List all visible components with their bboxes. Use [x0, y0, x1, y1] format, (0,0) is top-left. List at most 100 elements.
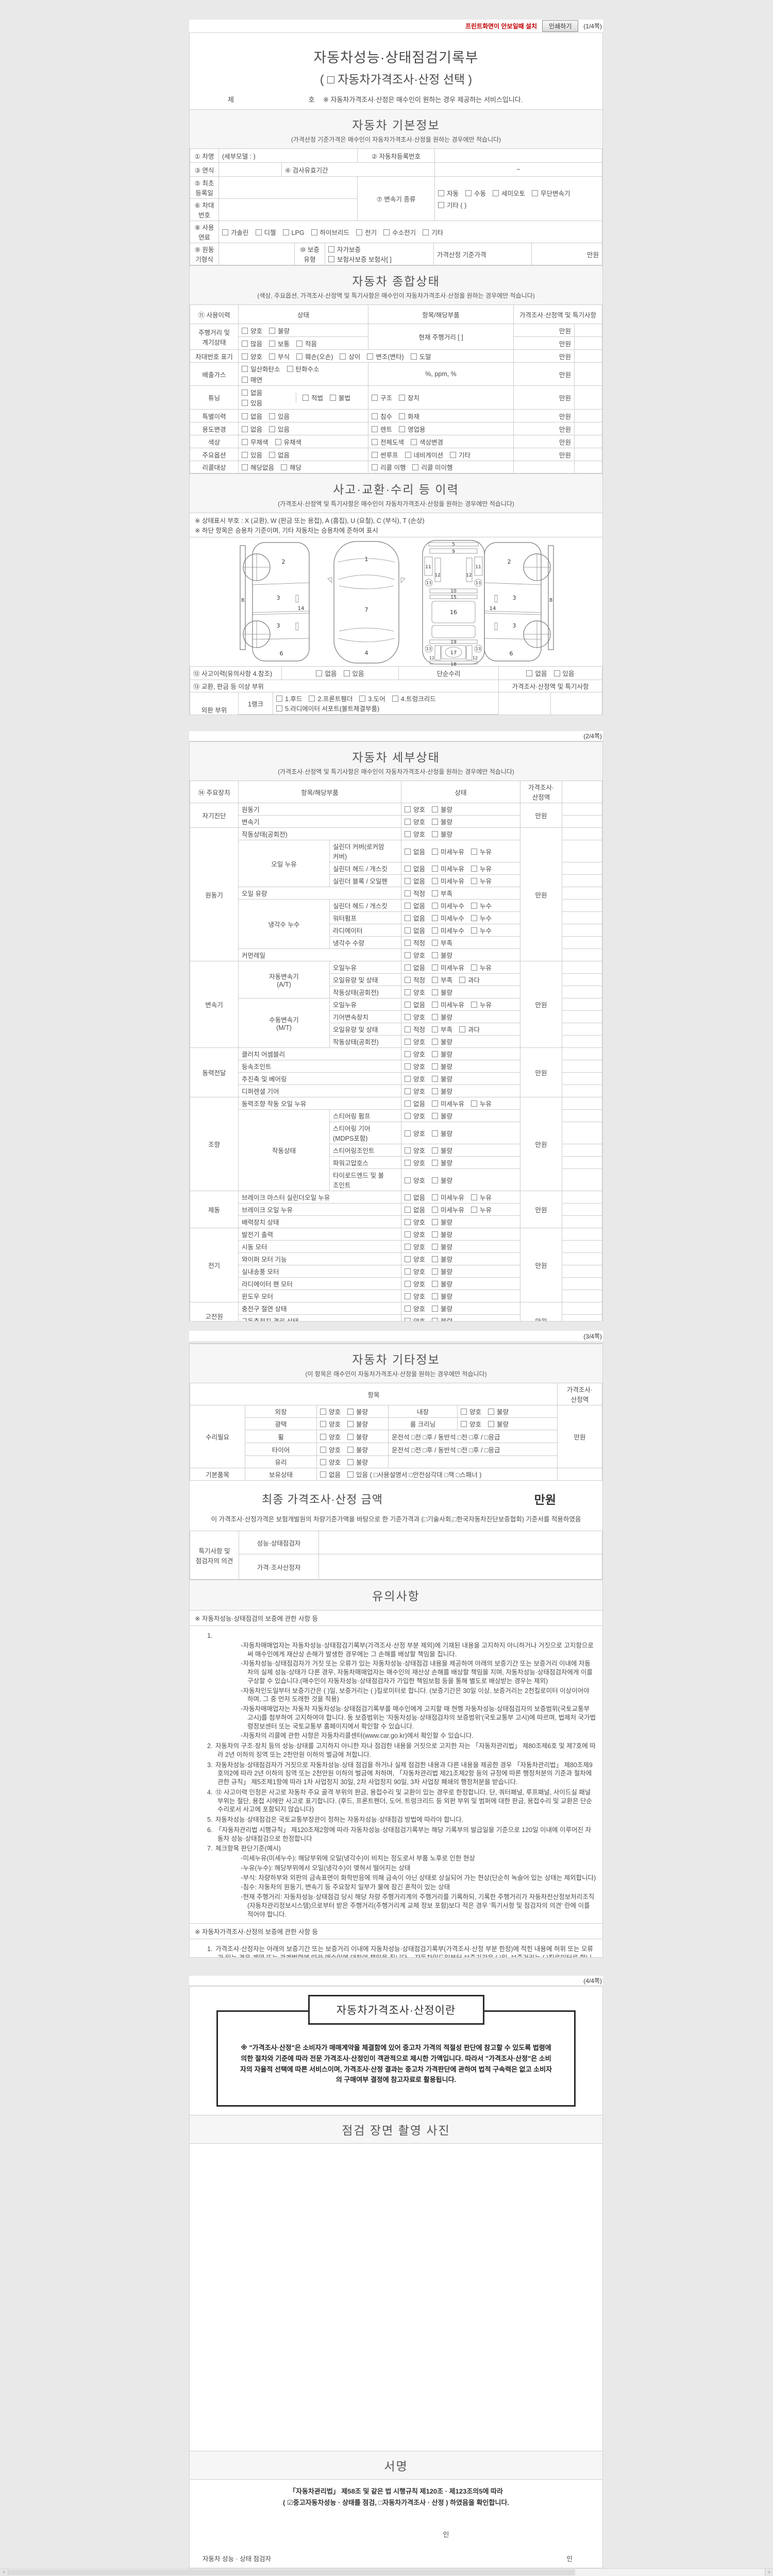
- checkbox-icon[interactable]: [432, 952, 439, 958]
- checkbox-icon[interactable]: [405, 1051, 411, 1057]
- checkbox-icon[interactable]: [309, 696, 315, 702]
- checkbox-option[interactable]: 양호: [242, 351, 262, 361]
- checkbox-icon[interactable]: [405, 890, 411, 896]
- checkbox-option[interactable]: 불량: [432, 1158, 452, 1167]
- checkbox-option[interactable]: 양호: [405, 987, 425, 997]
- checkbox-icon[interactable]: [432, 989, 439, 995]
- checkbox-option[interactable]: 없음: [242, 411, 262, 421]
- checkbox-icon[interactable]: [423, 229, 429, 235]
- checkbox-icon[interactable]: [432, 1113, 439, 1119]
- checkbox-icon[interactable]: [405, 1130, 411, 1137]
- checkbox-icon[interactable]: [269, 353, 276, 360]
- checkbox-option[interactable]: 있음: [242, 450, 262, 460]
- checkbox-option[interactable]: 양호: [405, 829, 425, 839]
- checkbox-option[interactable]: 있음: [343, 668, 364, 678]
- checkbox-option[interactable]: 자동: [438, 188, 459, 198]
- checkbox-option[interactable]: 누수: [471, 913, 492, 923]
- checkbox-icon[interactable]: [242, 366, 248, 372]
- checkbox-option[interactable]: 3.도어: [359, 693, 385, 703]
- checkbox-option[interactable]: 양호: [405, 1111, 425, 1121]
- checkbox-icon[interactable]: [410, 353, 417, 360]
- checkbox-option[interactable]: 네비게이션: [405, 450, 443, 460]
- checkbox-option[interactable]: 불량: [432, 1128, 452, 1138]
- checkbox-option[interactable]: 없음: [405, 1192, 425, 1202]
- checkbox-option[interactable]: 누유: [471, 1192, 492, 1202]
- checkbox-icon[interactable]: [432, 819, 439, 825]
- checkbox-icon[interactable]: [320, 1409, 326, 1415]
- checkbox-option[interactable]: 적법: [303, 393, 323, 402]
- checkbox-icon[interactable]: [372, 426, 378, 432]
- checkbox-icon[interactable]: [347, 1433, 354, 1440]
- checkbox-icon[interactable]: [432, 866, 439, 872]
- checkbox-icon[interactable]: [432, 1051, 439, 1057]
- checkbox-option[interactable]: 불량: [432, 1111, 452, 1121]
- checkbox-option[interactable]: 무단변속기: [532, 188, 570, 198]
- checkbox-icon[interactable]: [372, 464, 378, 470]
- checkbox-icon[interactable]: [432, 1063, 439, 1070]
- checkbox-icon[interactable]: [328, 256, 334, 262]
- checkbox-icon[interactable]: [432, 1207, 439, 1213]
- checkbox-option[interactable]: 도말: [410, 351, 431, 361]
- checkbox-option[interactable]: 불법: [330, 393, 350, 402]
- checkbox-icon[interactable]: [432, 1306, 439, 1312]
- checkbox-icon[interactable]: [242, 438, 248, 445]
- checkbox-option[interactable]: 불량: [432, 1175, 452, 1185]
- print-button[interactable]: 인쇄하기: [542, 20, 579, 32]
- checkbox-option[interactable]: 양호: [405, 1266, 425, 1276]
- checkbox-icon[interactable]: [405, 1219, 411, 1225]
- checkbox-icon[interactable]: [432, 1076, 439, 1082]
- checkbox-icon[interactable]: [432, 1318, 439, 1321]
- checkbox-icon[interactable]: [269, 413, 276, 419]
- checkbox-option[interactable]: 부족: [432, 975, 452, 985]
- checkbox-option[interactable]: 미세누유: [432, 962, 464, 972]
- checkbox-option[interactable]: 양호: [405, 1128, 425, 1138]
- checkbox-icon[interactable]: [405, 451, 411, 458]
- checkbox-option[interactable]: 장치: [399, 393, 419, 402]
- checkbox-icon[interactable]: [471, 915, 478, 921]
- checkbox-icon[interactable]: [405, 1100, 411, 1107]
- checkbox-option[interactable]: 미세누수: [432, 913, 464, 923]
- checkbox-icon[interactable]: [372, 395, 378, 401]
- checkbox-icon[interactable]: [405, 1256, 411, 1262]
- checkbox-icon[interactable]: [459, 1026, 466, 1032]
- checkbox-icon[interactable]: [320, 1421, 326, 1427]
- checkbox-option[interactable]: 불량: [432, 1086, 452, 1096]
- checkbox-option[interactable]: 세미오토: [493, 188, 525, 198]
- checkbox-icon[interactable]: [347, 1459, 354, 1465]
- checkbox-icon[interactable]: [356, 229, 363, 235]
- checkbox-option[interactable]: 기타 ( ): [438, 200, 466, 210]
- checkbox-option[interactable]: 양호: [405, 804, 425, 814]
- checkbox-icon[interactable]: [242, 377, 248, 383]
- checkbox-icon[interactable]: [438, 190, 444, 196]
- checkbox-option[interactable]: 많음: [242, 338, 262, 348]
- checkbox-option[interactable]: 불량: [432, 1074, 452, 1083]
- checkbox-option[interactable]: 불량: [432, 1316, 452, 1321]
- checkbox-option[interactable]: 색상변경: [411, 437, 443, 447]
- checkbox-option[interactable]: 불량: [432, 1061, 452, 1071]
- checkbox-icon[interactable]: [405, 1207, 411, 1213]
- checkbox-option[interactable]: 양호: [405, 1242, 425, 1251]
- checkbox-icon[interactable]: [432, 1160, 439, 1166]
- checkbox-option[interactable]: 화재: [399, 411, 419, 421]
- checkbox-option[interactable]: 5.라디에이터 서포트(볼트체결부품): [276, 703, 379, 713]
- checkbox-icon[interactable]: [432, 806, 439, 812]
- checkbox-option[interactable]: 양호: [461, 1406, 481, 1416]
- checkbox-icon[interactable]: [372, 438, 378, 445]
- checkbox-icon[interactable]: [526, 670, 533, 676]
- checkbox-option[interactable]: 불량: [432, 1242, 452, 1251]
- checkbox-icon[interactable]: [405, 878, 411, 884]
- checkbox-icon[interactable]: [269, 340, 276, 347]
- checkbox-icon[interactable]: [405, 1244, 411, 1250]
- checkbox-icon[interactable]: [432, 1147, 439, 1154]
- checkbox-option[interactable]: 양호: [320, 1406, 341, 1416]
- checkbox-icon[interactable]: [465, 190, 472, 196]
- checkbox-icon[interactable]: [432, 1281, 439, 1287]
- checkbox-option[interactable]: 불량: [432, 829, 452, 839]
- checkbox-option[interactable]: 2.프론트휀더: [309, 693, 352, 703]
- checkbox-option[interactable]: 유채색: [275, 437, 301, 447]
- checkbox-icon[interactable]: [347, 1421, 354, 1427]
- checkbox-option[interactable]: 수동: [465, 188, 486, 198]
- checkbox-option[interactable]: 누유: [471, 1098, 492, 1108]
- checkbox-icon[interactable]: [405, 1306, 411, 1312]
- checkbox-option[interactable]: 양호: [405, 1303, 425, 1313]
